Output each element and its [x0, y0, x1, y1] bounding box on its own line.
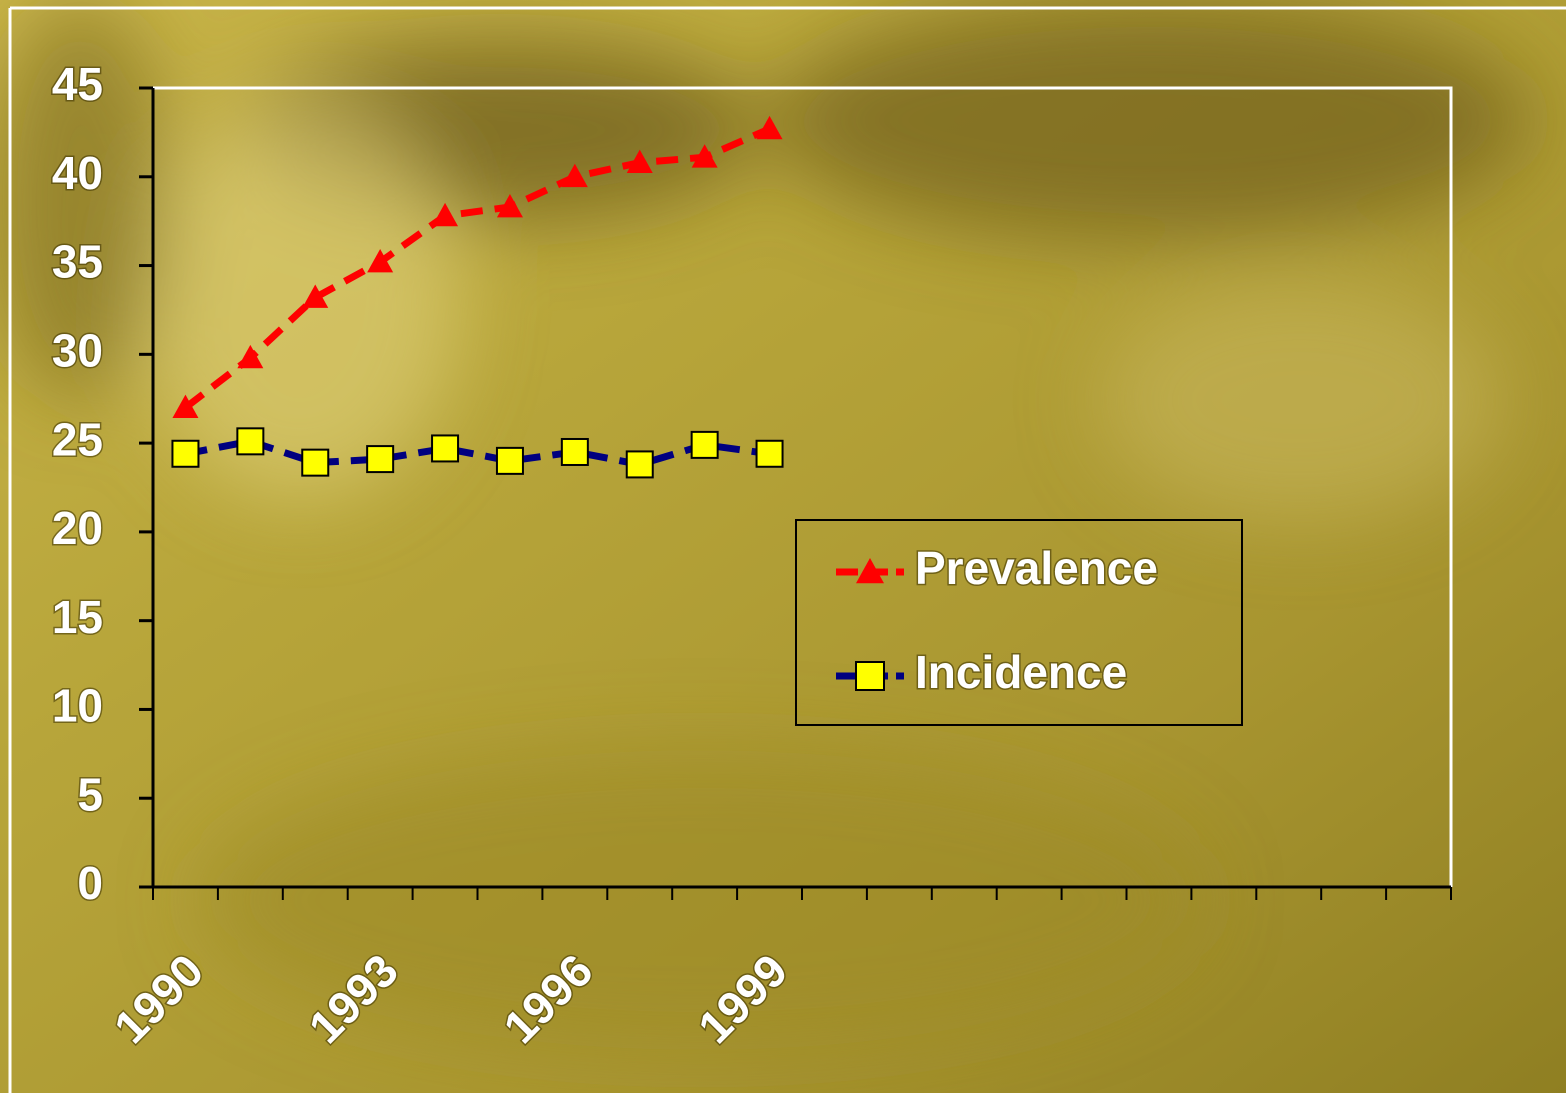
legend-label: Prevalence	[915, 542, 1158, 594]
data-point	[497, 448, 523, 474]
y-tick-label: 10	[52, 680, 103, 732]
y-tick-label: 40	[52, 147, 103, 199]
data-point	[367, 446, 393, 472]
data-point	[627, 451, 653, 477]
data-point	[562, 439, 588, 465]
chart: 0510152025303540451990199319961999Preval…	[0, 0, 1566, 1093]
y-tick-label: 20	[52, 502, 103, 554]
y-tick-label: 45	[52, 58, 103, 110]
y-tick-label: 5	[77, 768, 103, 820]
legend-label: Incidence	[915, 646, 1127, 698]
data-point	[757, 441, 783, 467]
data-point	[237, 428, 263, 454]
y-tick-label: 25	[52, 413, 103, 465]
y-tick-label: 30	[52, 324, 103, 376]
data-point	[692, 432, 718, 458]
data-point	[172, 441, 198, 467]
y-tick-label: 15	[52, 591, 103, 643]
data-point	[432, 435, 458, 461]
y-tick-label: 0	[77, 857, 103, 909]
data-point	[302, 450, 328, 476]
legend-swatch-marker	[856, 662, 884, 690]
y-tick-label: 35	[52, 236, 103, 288]
page: 0510152025303540451990199319961999Preval…	[0, 0, 1566, 1093]
